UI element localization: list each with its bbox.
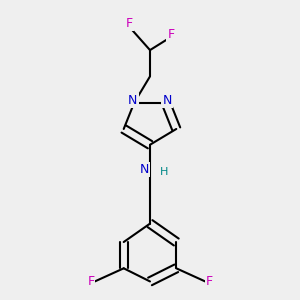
Text: N: N — [162, 94, 172, 106]
Text: N: N — [128, 94, 138, 106]
Text: H: H — [160, 167, 169, 177]
Text: F: F — [87, 275, 94, 288]
Text: F: F — [167, 28, 175, 41]
Text: N: N — [140, 163, 149, 176]
Text: F: F — [206, 275, 213, 288]
Text: F: F — [125, 17, 133, 30]
